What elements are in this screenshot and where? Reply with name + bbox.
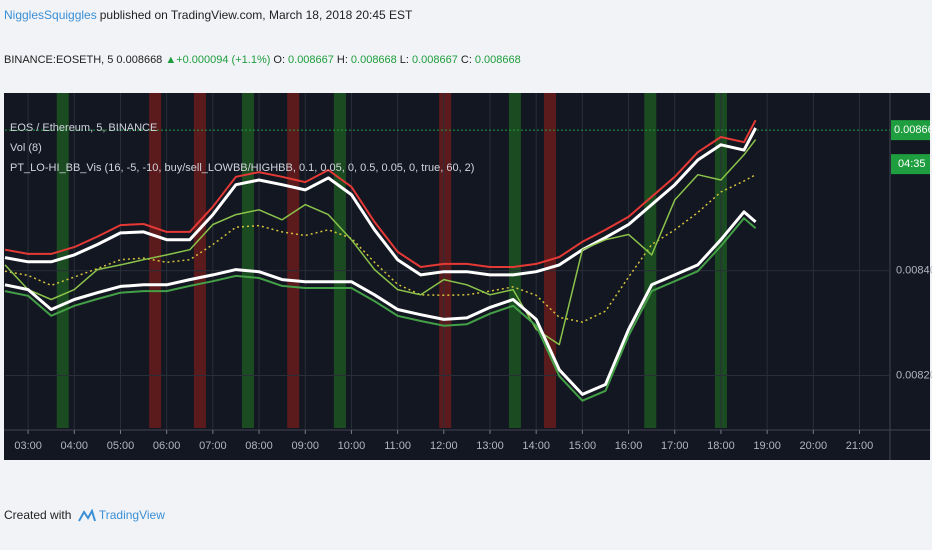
x-tick-label: 13:00 bbox=[476, 440, 504, 452]
legend-line: PT_LO-HI_BB_Vis (16, -5, -10, buy/sell_L… bbox=[10, 162, 474, 174]
x-tick-label: 11:00 bbox=[384, 440, 411, 452]
signal-highlight bbox=[544, 93, 557, 428]
x-tick-label: 18:00 bbox=[707, 440, 735, 452]
close: 0.008668 bbox=[474, 54, 521, 66]
signal-highlight bbox=[714, 93, 727, 428]
o-label: O: bbox=[273, 54, 286, 66]
signal-highlight bbox=[644, 93, 657, 428]
legend-line: EOS / Ethereum, 5, BINANCE bbox=[10, 122, 157, 134]
x-tick-label: 05:00 bbox=[107, 440, 135, 452]
last-price-label: 0.008668 bbox=[894, 124, 932, 136]
signal-highlight bbox=[241, 93, 254, 428]
signal-highlight bbox=[287, 93, 300, 428]
chart-background bbox=[4, 93, 930, 460]
publish-line: NigglesSquiggles published on TradingView… bbox=[4, 8, 415, 22]
y-tick-label: 0.008200 bbox=[896, 369, 932, 381]
x-tick-label: 04:00 bbox=[61, 440, 89, 452]
signal-highlight bbox=[333, 93, 346, 428]
symbol: BINANCE:EOSETH, 5 bbox=[4, 54, 114, 66]
signal-highlight bbox=[149, 93, 162, 428]
footer: Created with TradingView bbox=[4, 508, 168, 523]
x-tick-label: 06:00 bbox=[153, 440, 181, 452]
x-tick-label: 12:00 bbox=[430, 440, 458, 452]
x-tick-label: 20:00 bbox=[800, 440, 828, 452]
countdown-tag bbox=[891, 154, 930, 175]
indicator-line bbox=[4, 119, 757, 268]
indicator-line bbox=[4, 217, 757, 402]
c-label: C: bbox=[460, 54, 472, 66]
l-label: L: bbox=[399, 54, 409, 66]
last: 0.008668 bbox=[116, 54, 163, 66]
indicator-line bbox=[4, 174, 756, 323]
legend-line: Vol (8) bbox=[10, 142, 42, 154]
change: ▲+0.000094 (+1.1%) bbox=[165, 54, 271, 66]
h-label: H: bbox=[336, 54, 348, 66]
logo bbox=[77, 508, 96, 522]
publish-text: published on TradingView.com, March 18, … bbox=[99, 8, 413, 22]
x-tick-label: 03:00 bbox=[14, 440, 42, 452]
x-tick-label: 07:00 bbox=[199, 440, 227, 452]
created-text: Created with bbox=[4, 508, 72, 522]
high: 0.008668 bbox=[350, 54, 397, 66]
x-tick-label: 17:00 bbox=[661, 440, 689, 452]
x-tick-label: 21:00 bbox=[846, 440, 874, 452]
x-tick-label: 15:00 bbox=[569, 440, 597, 452]
indicator-line bbox=[4, 210, 757, 396]
author-link[interactable]: NigglesSquiggles bbox=[4, 8, 97, 22]
y-tick-label: 0.008400 bbox=[896, 265, 932, 277]
x-tick-label: 09:00 bbox=[291, 440, 319, 452]
last-price-tag bbox=[891, 120, 930, 141]
signal-highlight bbox=[193, 93, 206, 428]
signal-highlight bbox=[56, 93, 69, 428]
indicator-line bbox=[4, 127, 757, 277]
brand-link[interactable]: TradingView bbox=[98, 508, 165, 522]
ticker-line: BINANCE:EOSETH, 5 0.008668 ▲+0.000094 (+1.… bbox=[4, 54, 524, 66]
signal-highlight bbox=[439, 93, 452, 428]
indicator-line bbox=[4, 139, 757, 346]
x-tick-label: 08:00 bbox=[245, 440, 273, 452]
countdown-label: 04:35 bbox=[898, 158, 926, 170]
low: 0.008667 bbox=[411, 54, 458, 66]
x-tick-label: 10:00 bbox=[338, 440, 366, 452]
signal-highlight bbox=[508, 93, 521, 428]
x-tick-label: 19:00 bbox=[753, 440, 781, 452]
open: 0.008667 bbox=[288, 54, 334, 66]
x-tick-label: 16:00 bbox=[615, 440, 643, 452]
x-tick-label: 14:00 bbox=[522, 440, 550, 452]
